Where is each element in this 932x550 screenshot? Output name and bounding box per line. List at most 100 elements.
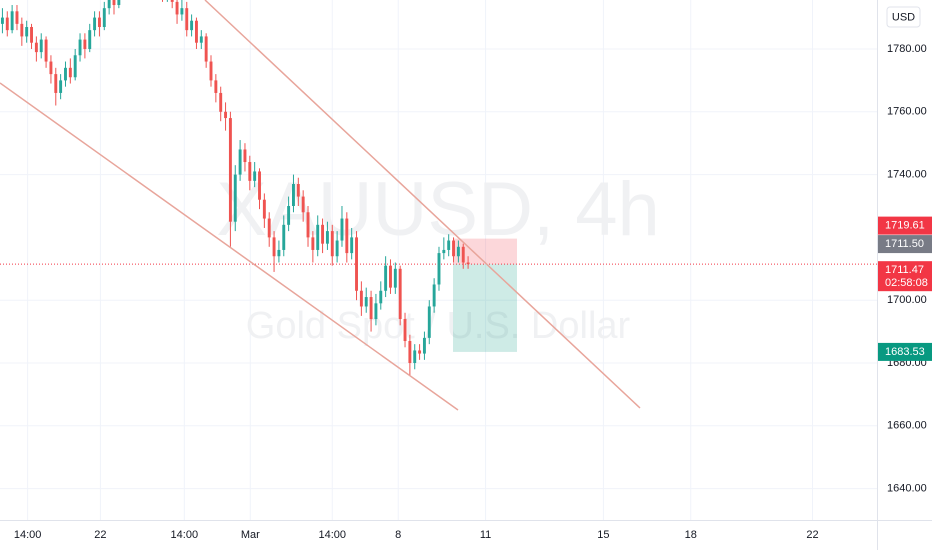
candle-body: [102, 8, 106, 28]
candle-body: [258, 171, 261, 200]
candle-body: [170, 0, 174, 2]
candle-body: [117, 0, 121, 6]
candle-body: [0, 17, 4, 24]
currency-button[interactable]: [886, 6, 921, 28]
candle-body: [296, 184, 300, 197]
candle-body: [190, 20, 194, 31]
y-tick-label: 1700.00: [887, 294, 927, 306]
watermark-name: Gold Spot / U.S. Dollar: [246, 305, 631, 347]
candle-body: [369, 297, 373, 320]
candle-body: [175, 1, 179, 15]
candle-body: [442, 249, 446, 254]
candle-body: [461, 246, 465, 263]
candle-body: [384, 265, 388, 291]
candles: [0, 0, 470, 376]
candle-body: [10, 11, 14, 31]
currency-label[interactable]: USD: [892, 11, 915, 23]
candle-body: [272, 237, 276, 257]
candle-body: [403, 319, 407, 342]
candle-body: [418, 350, 422, 354]
candle-body: [277, 249, 281, 257]
candle-body: [340, 218, 344, 241]
y-tick-label: 1760.00: [887, 106, 927, 118]
channel-upper: [204, 0, 641, 409]
x-tick-label: 18: [685, 529, 697, 541]
candle-body: [359, 290, 363, 307]
candle-body: [204, 36, 208, 62]
watermark-symbol: XAUUSD, 4h: [216, 167, 660, 252]
candle-body: [292, 184, 295, 206]
price-tag-label: 1711.47: [885, 264, 924, 276]
x-tick-label: 11: [480, 529, 491, 541]
candle-body: [282, 224, 286, 250]
candle-body: [330, 231, 334, 257]
x-tick-label: 14:00: [319, 529, 347, 541]
candle-body: [54, 74, 58, 93]
candle-body: [350, 237, 354, 254]
candle-body: [301, 196, 305, 213]
candle-body: [112, 0, 116, 6]
candle-body: [25, 27, 29, 37]
x-tick-label: 22: [94, 529, 106, 541]
candle-body: [224, 111, 228, 119]
candle-body: [39, 39, 43, 53]
trend-channel: [0, 0, 641, 411]
grid: [0, 0, 877, 520]
y-tick-label: 1660.00: [887, 420, 927, 432]
candle-body: [228, 118, 232, 222]
candle-body: [253, 171, 257, 181]
candle-body: [64, 67, 67, 81]
candle-body: [238, 149, 242, 175]
candle-body: [30, 27, 33, 43]
price-tag-label: 1719.61: [885, 220, 925, 232]
candle-body: [437, 253, 441, 285]
candle-body: [379, 290, 383, 304]
candle-body: [364, 297, 368, 307]
candle-body: [325, 231, 329, 244]
candle-body: [374, 303, 378, 320]
candle-body: [243, 149, 247, 163]
x-tick-label: 8: [395, 529, 401, 541]
candle-body: [97, 17, 101, 28]
candle-body: [345, 218, 349, 254]
candle-body: [427, 306, 431, 338]
candle-body: [452, 240, 455, 257]
candle-body: [311, 237, 315, 250]
candle-body: [180, 8, 184, 15]
candle-body: [233, 174, 237, 222]
x-tick-label: 14:00: [171, 529, 199, 541]
price-tag: [878, 261, 932, 292]
candle-body: [287, 205, 291, 225]
candle-body: [185, 8, 189, 31]
price-tag: [878, 235, 932, 254]
candle-body: [199, 36, 203, 43]
candle-body: [49, 61, 53, 75]
y-tick-label: 1780.00: [887, 43, 927, 55]
x-tick-label: Mar: [241, 529, 260, 541]
candle-body: [5, 17, 9, 31]
channel-lower: [0, 82, 459, 411]
candle-body: [262, 199, 266, 219]
candle-body: [422, 337, 426, 354]
target-zone: [453, 264, 517, 352]
candle-body: [413, 350, 417, 363]
candle-body: [267, 218, 271, 238]
axes: 1640.001660.001680.001700.001740.001760.…: [14, 43, 927, 541]
candle-body: [59, 80, 63, 93]
y-tick-label: 1740.00: [887, 168, 927, 180]
candle-body: [389, 265, 392, 288]
candle-body: [83, 39, 87, 49]
x-tick-label: 14:00: [14, 529, 42, 541]
price-tag-label: 1711.50: [885, 238, 924, 250]
candle-body: [306, 212, 310, 238]
candle-body: [15, 11, 19, 24]
candle-body: [194, 20, 198, 43]
candle-body: [78, 39, 82, 56]
candle-body: [20, 23, 24, 37]
candle-body: [88, 30, 92, 49]
candle-body: [34, 42, 38, 53]
candle-body: [355, 237, 358, 291]
candle-body: [68, 67, 72, 78]
